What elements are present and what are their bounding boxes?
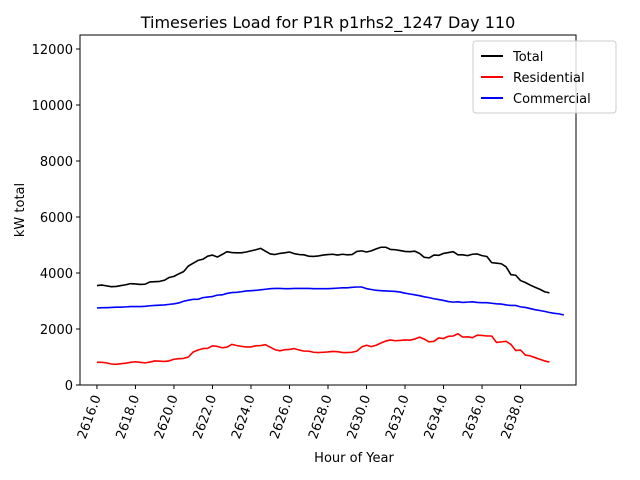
x-tick-label: 2638.0: [499, 393, 529, 441]
series-line-total: [96, 246, 550, 294]
x-tick-label: 2616.0: [75, 393, 105, 441]
x-tick-label: 2620.0: [152, 393, 182, 441]
series-line-residential: [96, 332, 550, 366]
legend-label-total: Total: [512, 50, 543, 65]
chart-title: Timeseries Load for P1R p1rhs2_1247 Day …: [140, 13, 516, 33]
y-tick-label: 4000: [40, 267, 73, 282]
x-axis-label: Hour of Year: [314, 451, 394, 466]
series-line-commercial: [96, 286, 565, 316]
x-tick-label: 2636.0: [460, 393, 490, 441]
x-tick-label: 2624.0: [229, 393, 259, 441]
x-tick-label: 2618.0: [114, 393, 144, 441]
x-tick-label: 2622.0: [191, 393, 221, 441]
x-tick-label: 2632.0: [383, 393, 413, 441]
legend: Total Residential Commercial: [472, 40, 617, 114]
y-tick-label: 10000: [32, 99, 73, 114]
y-tick-label: 6000: [40, 211, 73, 226]
y-tick-label: 2000: [40, 323, 73, 338]
y-axis-label: kW total: [13, 183, 28, 237]
legend-box: [472, 40, 617, 114]
y-tick-label: 12000: [32, 43, 73, 58]
x-tick-label: 2634.0: [422, 393, 452, 441]
x-tick-label: 2626.0: [268, 393, 298, 441]
y-tick-label: 0: [65, 379, 73, 394]
legend-label-commercial: Commercial: [513, 92, 591, 107]
y-tick-label: 8000: [40, 155, 73, 170]
x-tick-label: 2630.0: [345, 393, 375, 441]
legend-label-residential: Residential: [513, 71, 585, 86]
x-tick-label: 2628.0: [306, 393, 336, 441]
